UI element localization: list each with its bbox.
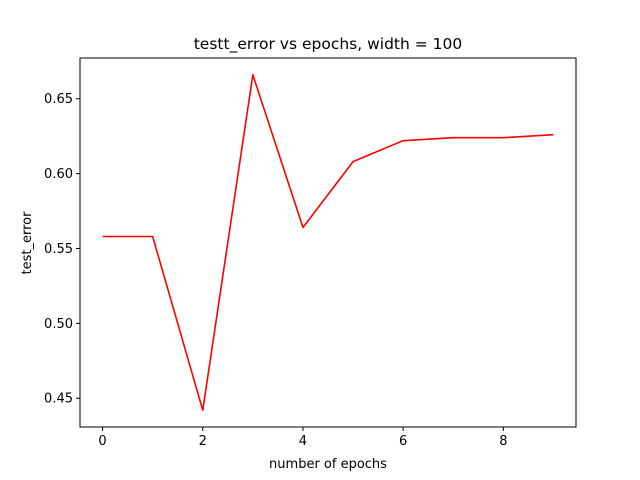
plot-background xyxy=(80,58,576,427)
y-tick-label: 0.50 xyxy=(44,317,73,332)
plot-area: 0 2 4 6 8 0.45 0.50 0.55 0.60 0.65 xyxy=(44,57,577,449)
chart-title: testt_error vs epochs, width = 100 xyxy=(194,35,463,54)
y-tick-label: 0.45 xyxy=(44,392,73,407)
x-tick-label: 2 xyxy=(199,434,207,449)
y-tick-label: 0.55 xyxy=(44,242,73,257)
x-tick-label: 6 xyxy=(399,434,407,449)
y-tick-label: 0.60 xyxy=(44,167,73,182)
y-axis-label: test_error xyxy=(20,211,35,275)
plot-frame xyxy=(79,57,577,428)
x-axis-ticks: 0 2 4 6 8 xyxy=(98,427,507,449)
y-tick-label: 0.65 xyxy=(44,92,73,107)
series-layer xyxy=(102,73,554,412)
x-tick-label: 8 xyxy=(499,434,507,449)
y-axis-ticks: 0.45 0.50 0.55 0.60 0.65 xyxy=(44,92,80,407)
x-tick-label: 4 xyxy=(299,434,307,449)
x-tick-label: 0 xyxy=(98,434,106,449)
x-axis-label: number of epochs xyxy=(269,457,387,472)
series-line xyxy=(102,73,554,412)
